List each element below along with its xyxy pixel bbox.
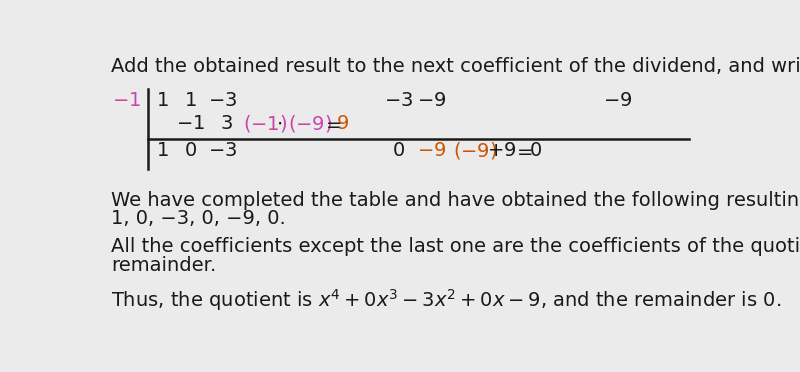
Text: $-3$: $-3$ — [208, 141, 237, 160]
Text: $1$: $1$ — [184, 90, 197, 110]
Text: $=$: $=$ — [322, 114, 342, 133]
Text: $0$: $0$ — [184, 141, 197, 160]
Text: $+9$: $+9$ — [486, 141, 516, 160]
Text: $-9$: $-9$ — [417, 141, 446, 160]
Text: $\cdot$: $\cdot$ — [276, 114, 282, 133]
Text: $=$: $=$ — [513, 141, 534, 160]
Text: $-1$: $-1$ — [176, 114, 205, 133]
Text: $(-1)$: $(-1)$ — [243, 113, 288, 134]
Text: $-1$: $-1$ — [112, 90, 141, 110]
Text: All the coefficients except the last one are the coefficients of the quotient, t: All the coefficients except the last one… — [111, 237, 800, 256]
Text: Thus, the quotient is $x^4 + 0x^3 - 3x^2 + 0x - 9$, and the remainder is $0$.: Thus, the quotient is $x^4 + 0x^3 - 3x^2… — [111, 287, 781, 313]
Text: $3$: $3$ — [220, 114, 233, 133]
Text: $1$: $1$ — [156, 90, 168, 110]
Text: $0$: $0$ — [529, 141, 542, 160]
Text: $-3$: $-3$ — [208, 90, 237, 110]
Text: $-9$: $-9$ — [603, 90, 632, 110]
Text: $1$: $1$ — [156, 141, 168, 160]
Text: $0$: $0$ — [392, 141, 405, 160]
Text: $-3$: $-3$ — [384, 90, 413, 110]
Text: 1, 0, −3, 0, −9, 0.: 1, 0, −3, 0, −9, 0. — [111, 209, 286, 228]
Text: $(-9)$: $(-9)$ — [453, 140, 497, 161]
Text: remainder.: remainder. — [111, 256, 216, 275]
Text: $9$: $9$ — [336, 114, 350, 133]
Text: Add the obtained result to the next coefficient of the dividend, and write down : Add the obtained result to the next coef… — [111, 57, 800, 76]
Text: $(-9)$: $(-9)$ — [288, 113, 333, 134]
Text: We have completed the table and have obtained the following resulting coefficien: We have completed the table and have obt… — [111, 191, 800, 210]
Text: $-9$: $-9$ — [417, 90, 446, 110]
